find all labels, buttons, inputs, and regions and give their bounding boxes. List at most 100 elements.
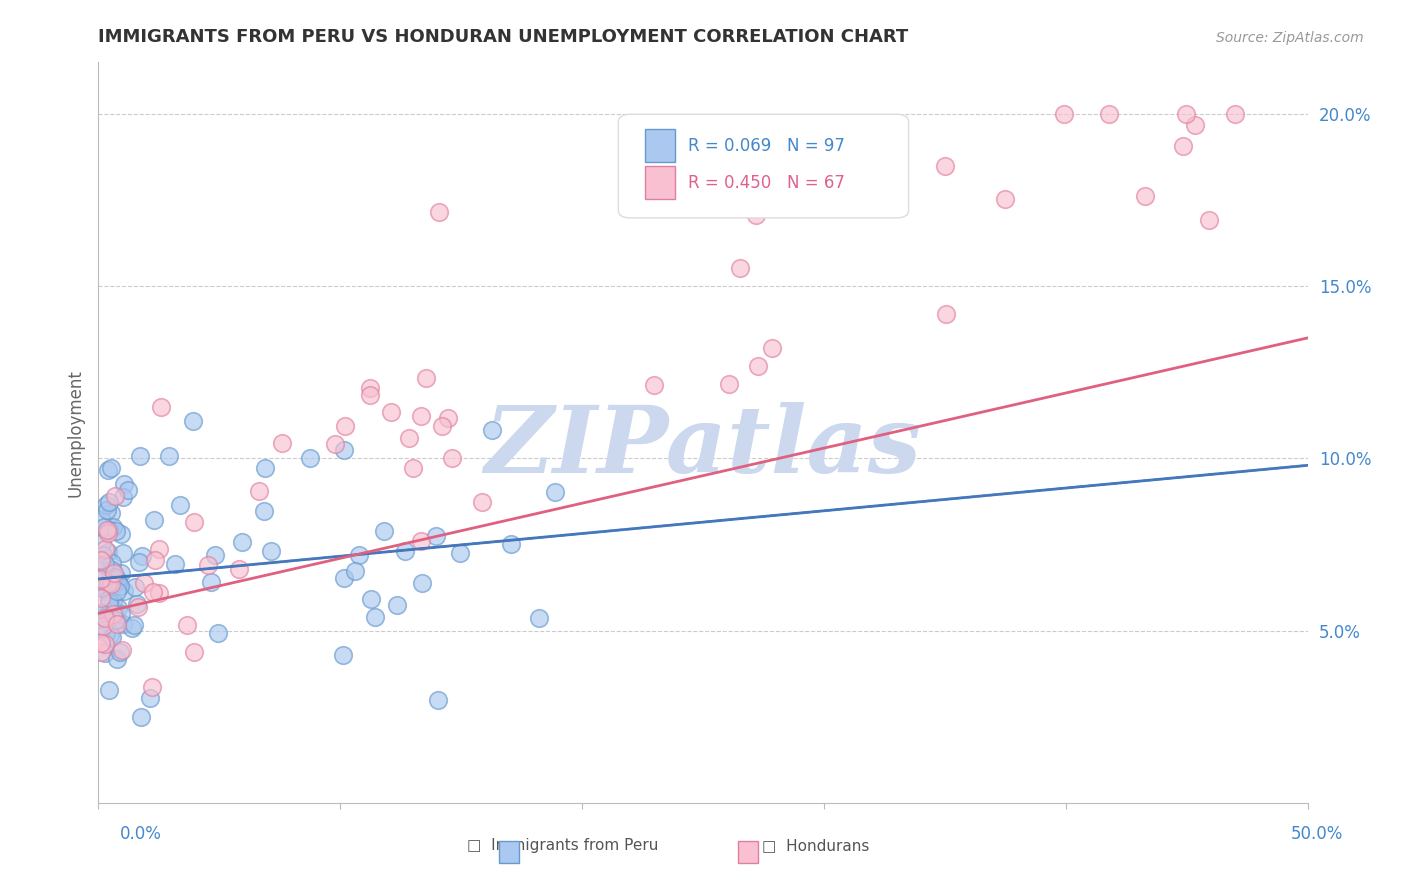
- Point: [121, 621, 143, 635]
- Point: [359, 381, 381, 395]
- Point: [112, 490, 135, 504]
- Point: [335, 419, 357, 434]
- Point: [380, 405, 402, 419]
- Point: [97, 463, 120, 477]
- Point: [441, 450, 464, 465]
- Point: [128, 449, 150, 463]
- Text: □  Hondurans: □ Hondurans: [762, 838, 869, 854]
- Point: [127, 597, 149, 611]
- Point: [96, 523, 118, 537]
- Point: [183, 645, 205, 659]
- Point: [409, 533, 432, 548]
- Point: [107, 575, 129, 590]
- Point: [253, 504, 276, 518]
- Text: 50.0%: 50.0%: [1291, 825, 1343, 843]
- Point: [398, 431, 420, 445]
- Point: [332, 571, 354, 585]
- Point: [527, 611, 550, 625]
- Point: [90, 591, 112, 605]
- Point: [124, 580, 146, 594]
- Point: [761, 341, 783, 355]
- Point: [1098, 107, 1121, 121]
- Point: [90, 563, 112, 577]
- Point: [333, 443, 356, 458]
- Point: [108, 579, 131, 593]
- Text: R = 0.450   N = 67: R = 0.450 N = 67: [689, 174, 845, 192]
- Point: [643, 377, 665, 392]
- Point: [90, 512, 112, 526]
- Point: [204, 548, 226, 562]
- Bar: [645, 129, 675, 162]
- Point: [90, 645, 112, 659]
- Point: [323, 436, 346, 450]
- Point: [765, 193, 787, 207]
- Point: [934, 159, 956, 173]
- Point: [94, 637, 117, 651]
- Point: [107, 600, 129, 615]
- Point: [101, 594, 124, 608]
- Point: [544, 485, 567, 500]
- Point: [1052, 107, 1074, 121]
- Point: [104, 613, 127, 627]
- Point: [94, 646, 117, 660]
- Point: [98, 592, 121, 607]
- Point: [432, 418, 454, 433]
- Point: [108, 645, 131, 659]
- Point: [101, 630, 124, 644]
- Text: R = 0.069   N = 97: R = 0.069 N = 97: [689, 137, 845, 155]
- Point: [247, 484, 270, 499]
- Point: [105, 613, 128, 627]
- Point: [747, 359, 769, 373]
- Point: [411, 575, 433, 590]
- Point: [96, 503, 118, 517]
- Point: [122, 617, 145, 632]
- Point: [131, 549, 153, 564]
- Point: [98, 524, 121, 538]
- Point: [471, 495, 494, 509]
- Point: [364, 610, 387, 624]
- Text: IMMIGRANTS FROM PERU VS HONDURAN UNEMPLOYMENT CORRELATION CHART: IMMIGRANTS FROM PERU VS HONDURAN UNEMPLO…: [98, 28, 908, 45]
- Point: [143, 552, 166, 566]
- Point: [157, 449, 180, 463]
- Point: [1184, 118, 1206, 132]
- FancyBboxPatch shape: [619, 114, 908, 218]
- Point: [200, 574, 222, 589]
- Point: [103, 569, 125, 583]
- Point: [373, 524, 395, 538]
- Point: [96, 525, 118, 540]
- Point: [935, 307, 957, 321]
- Point: [359, 387, 381, 401]
- Point: [91, 582, 114, 596]
- Point: [499, 537, 522, 551]
- Text: □  Immigrants from Peru: □ Immigrants from Peru: [467, 838, 658, 854]
- Text: Source: ZipAtlas.com: Source: ZipAtlas.com: [1216, 31, 1364, 45]
- Point: [98, 628, 121, 642]
- Point: [176, 618, 198, 632]
- Point: [93, 548, 115, 562]
- Point: [332, 648, 354, 663]
- Point: [717, 376, 740, 391]
- Point: [181, 414, 204, 428]
- Point: [101, 579, 124, 593]
- Point: [271, 435, 294, 450]
- Point: [94, 582, 117, 597]
- Point: [415, 371, 437, 385]
- Point: [105, 616, 128, 631]
- Point: [148, 586, 170, 600]
- Point: [105, 572, 128, 586]
- Point: [93, 609, 115, 624]
- Point: [228, 562, 250, 576]
- Point: [90, 553, 112, 567]
- Point: [1171, 138, 1194, 153]
- Point: [96, 584, 118, 599]
- Point: [360, 591, 382, 606]
- Point: [90, 572, 112, 586]
- Point: [1198, 212, 1220, 227]
- Y-axis label: Unemployment: Unemployment: [66, 368, 84, 497]
- Point: [231, 534, 253, 549]
- Point: [385, 598, 408, 612]
- Point: [94, 542, 117, 557]
- Point: [112, 545, 135, 559]
- Point: [105, 652, 128, 666]
- Point: [94, 498, 117, 512]
